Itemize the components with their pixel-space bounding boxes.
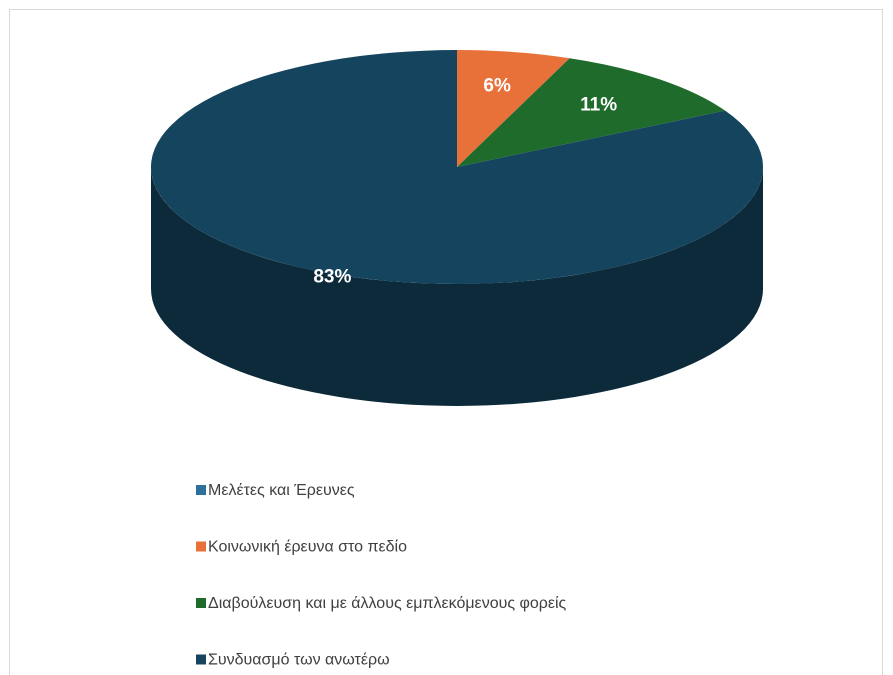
slice: [457, 58, 726, 167]
legend-label: Συνδυασμό των ανωτέρω: [208, 652, 390, 669]
legend-swatch: [196, 654, 206, 665]
legend-label: Διαβούλευση και με άλλους εμπλεκόμενους …: [208, 595, 567, 612]
legend-swatch: [196, 541, 206, 552]
data-label: 6%: [483, 76, 511, 97]
legend-label: Κοινωνική έρευνα στο πεδίο: [208, 539, 407, 556]
data-label: 83%: [313, 267, 351, 288]
legend-swatch: [196, 485, 206, 495]
legend-swatch: [196, 598, 206, 608]
data-label: 11%: [580, 95, 617, 116]
slice: [151, 50, 763, 285]
slice-side: [151, 167, 763, 406]
slice: [457, 50, 570, 167]
legend-label: Μελέτες και Έρευνες: [208, 482, 355, 499]
